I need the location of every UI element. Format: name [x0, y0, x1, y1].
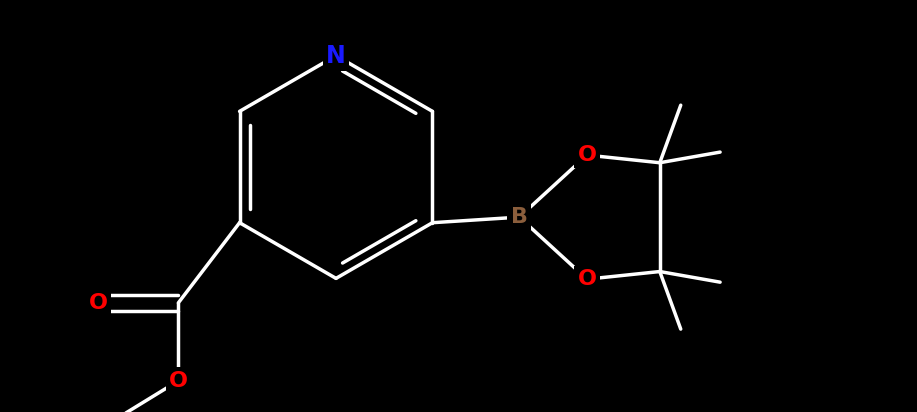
Text: O: O — [169, 371, 188, 391]
Text: O: O — [578, 269, 597, 289]
Text: O: O — [89, 293, 107, 313]
Text: B: B — [511, 207, 528, 227]
Text: O: O — [578, 145, 597, 165]
Text: N: N — [326, 44, 346, 68]
